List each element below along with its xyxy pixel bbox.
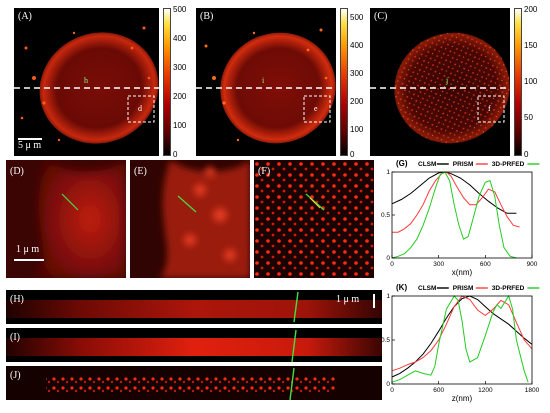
panel-b-art [196,28,336,144]
y-tick-label: 1 [386,169,390,176]
panel-h-label: (H) [10,294,24,305]
panel-i-image: (I) [6,328,382,362]
x-tick-label: 300 [433,261,444,268]
chart-panel-label: (K) [396,283,407,292]
plot-k: (K) CLSM PRISM 3D-PRFED 0 600 1200 1800 0 0.5 1 z(n… [376,282,548,408]
legend-label: CLSM [418,161,436,168]
colorbar-b [340,8,348,156]
tick: 0 [524,150,529,159]
legend-label: PRISM [453,285,474,292]
panel-b-image: (B) i e [196,8,336,156]
legend-label: PRISM [453,161,474,168]
legend-label: 3D-PRFED [492,285,525,292]
scalebar-label-d: 1 μ m [16,244,40,255]
scalebar-a [18,138,42,140]
plot-k-svg: (K) CLSM PRISM 3D-PRFED 0 600 1200 1800 0 0.5 1 z(n… [381,283,540,403]
panel-h-art [6,291,382,323]
panel-c-image: (C) j f [370,8,510,156]
tick: 300 [350,69,364,78]
tick: 200 [524,5,538,14]
y-tick-label: 0 [386,255,390,262]
panel-e-image: (E) [130,160,250,278]
panel-f-art [254,160,374,278]
tick: 150 [524,41,538,50]
series-line [391,295,533,378]
tick: 100 [350,125,364,134]
panel-e-label: (E) [134,166,147,177]
tick: 500 [173,5,187,14]
x-tick-label: 600 [480,261,491,268]
panel-h-image: (H) 1 μ m [6,290,382,324]
line-tag-h: h [84,76,88,85]
legend-label: CLSM [418,285,436,292]
line-tag-i: i [262,76,265,85]
series-line [392,171,520,233]
scalebar-label-a: 5 μ m [18,140,42,151]
colorbar-a [163,8,171,156]
x-tick-label: 1800 [525,387,540,394]
panel-j-image: (J) [6,366,382,400]
box-tag-d: d [138,104,142,113]
panel-i-label: (I) [10,332,20,343]
panel-j-art [6,366,382,400]
colorbar-c [514,8,522,156]
panel-f-label: (F) [258,166,271,177]
tick: 300 [173,63,187,72]
panel-c-art [370,32,510,144]
panel-d-image: (D) 1 μ m [6,160,126,278]
x-axis-label: x(nm) [452,268,473,277]
series-line [391,295,533,372]
plot-g: (G) CLSM PRISM 3D-PRFED 0 300 600 900 0 0.5 1 x(nm) [376,158,548,278]
box-tag-e: e [314,104,318,113]
colorbar-b-ticks: 500 400 300 200 100 0 [350,13,370,161]
line-tag-j: j [446,76,449,85]
series-line [391,171,517,259]
tick: 0 [350,150,355,159]
panel-j-label: (J) [10,370,21,381]
tick: 200 [350,97,364,106]
x-tick-label: 600 [433,387,444,394]
tick: 0 [173,150,178,159]
plot-g-svg: (G) CLSM PRISM 3D-PRFED 0 300 600 900 0 0.5 1 x(nm) [381,159,540,277]
colorbar-c-ticks: 200 150 100 50 0 [524,5,546,161]
x-tick-label: 0 [390,387,394,394]
panel-i-art [6,329,382,362]
panel-a-art [14,26,159,144]
tick: 500 [350,13,364,22]
tick: 400 [350,41,364,50]
panel-d-art [6,160,126,278]
panel-a-image: (A) h d 5 μ m [14,8,159,156]
panel-a-label: (A) [18,11,32,22]
series-line [391,171,517,214]
y-tick-label: 0 [386,381,390,388]
panel-e-art [130,160,250,278]
y-tick-label: 0.5 [381,337,390,344]
chart-panel-label: (G) [396,159,408,168]
panel-c-label: (C) [374,11,388,22]
y-tick-label: 0.5 [381,212,390,219]
x-axis-label: z(nm) [452,394,473,403]
box-tag-f: f [488,104,491,113]
tick: 200 [173,92,187,101]
scalebar-label-h: 1 μ m [336,294,360,305]
colorbar-a-ticks: 500 400 300 200 100 0 [173,5,193,161]
panel-b-label: (B) [200,11,214,22]
x-tick-label: 0 [390,261,394,268]
tick: 400 [173,34,187,43]
tick: 50 [524,113,533,122]
panel-d-label: (D) [10,166,24,177]
y-tick-label: 1 [386,293,390,300]
panel-f-image: (F) [254,160,374,278]
legend-label: 3D-PRFED [492,161,525,168]
x-tick-label: 900 [527,261,538,268]
tick: 100 [173,121,187,130]
x-tick-label: 1200 [478,387,493,394]
tick: 100 [524,77,538,86]
series-line [391,294,529,383]
